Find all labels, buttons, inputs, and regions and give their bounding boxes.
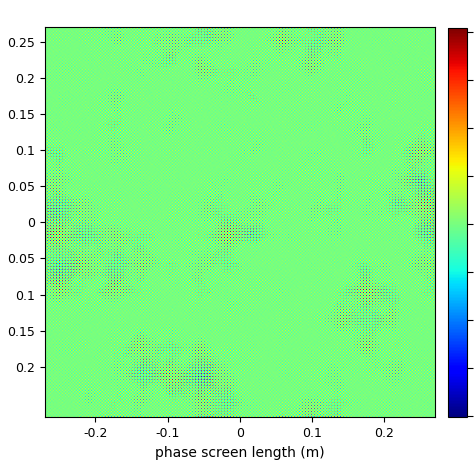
X-axis label: phase screen length (m): phase screen length (m): [155, 446, 325, 460]
